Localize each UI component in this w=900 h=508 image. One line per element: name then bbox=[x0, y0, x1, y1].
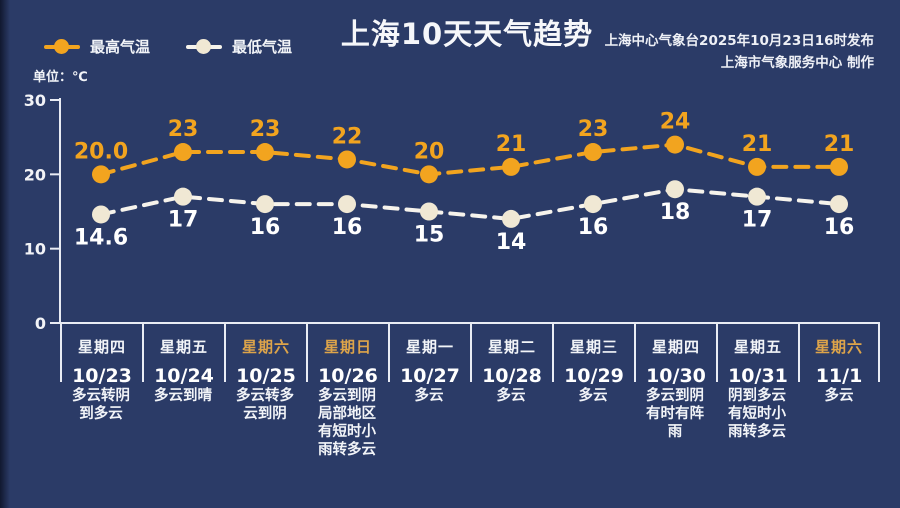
weekday-label: 星期一 bbox=[405, 338, 454, 356]
weekday-label: 星期二 bbox=[487, 338, 536, 356]
day-column-weather: 多云转阴到多云 bbox=[60, 387, 142, 459]
weekday-label: 星期日 bbox=[323, 338, 372, 356]
day-column-weather: 多云到阴局部地区有短时小雨转多云 bbox=[306, 387, 388, 459]
legend-item-low-temp: 最低气温 bbox=[186, 36, 292, 57]
svg-text:14.6: 14.6 bbox=[74, 225, 128, 250]
date-label: 10/28 bbox=[482, 365, 542, 387]
day-column-weather: 多云 bbox=[552, 387, 634, 459]
svg-text:15: 15 bbox=[414, 223, 445, 248]
svg-text:17: 17 bbox=[742, 208, 773, 233]
day-column-weather: 多云到晴 bbox=[142, 387, 224, 459]
svg-text:22: 22 bbox=[332, 124, 363, 149]
day-column-header: 星期三 10/29 bbox=[552, 324, 634, 387]
weekday-label: 星期四 bbox=[77, 338, 126, 356]
day-column-header: 星期四 10/30 bbox=[634, 324, 716, 387]
low-temp-dot-icon bbox=[196, 39, 212, 54]
day-column-header: 星期五 10/31 bbox=[716, 324, 798, 387]
svg-text:23: 23 bbox=[578, 117, 609, 142]
day-column-weather: 多云到阴有时有阵雨 bbox=[634, 387, 716, 459]
svg-text:16: 16 bbox=[824, 215, 855, 240]
day-column-weather: 多云 bbox=[798, 387, 880, 459]
svg-text:20: 20 bbox=[24, 165, 46, 184]
date-label: 10/24 bbox=[154, 365, 214, 387]
weather-text: 多云到阴有时有阵雨 bbox=[646, 388, 704, 440]
weekday-label: 星期四 bbox=[651, 338, 700, 356]
unit-label: 单位：℃ bbox=[33, 70, 88, 85]
high-temp-line-marker-icon bbox=[44, 39, 80, 54]
svg-text:24: 24 bbox=[660, 110, 691, 135]
svg-text:23: 23 bbox=[168, 117, 199, 142]
svg-text:14: 14 bbox=[496, 230, 527, 255]
weekday-label: 星期三 bbox=[569, 338, 618, 356]
low-temp-line-marker-icon bbox=[186, 39, 223, 54]
date-label: 10/31 bbox=[728, 365, 788, 387]
svg-text:21: 21 bbox=[742, 132, 773, 157]
date-label: 10/26 bbox=[318, 365, 378, 387]
weather-text: 多云 bbox=[824, 388, 854, 404]
date-label: 10/29 bbox=[564, 365, 624, 387]
date-label: 10/23 bbox=[72, 365, 132, 387]
weather-text: 多云 bbox=[578, 388, 608, 404]
day-column-header: 星期六 11/1 bbox=[798, 324, 880, 387]
weather-text: 多云转阴到多云 bbox=[72, 388, 130, 422]
svg-text:21: 21 bbox=[496, 132, 527, 157]
svg-text:0: 0 bbox=[35, 314, 46, 333]
day-column-weather: 多云 bbox=[470, 387, 552, 459]
temperature-trend-line-chart: 0 10 20 30 20.0 23 23 22 20 21 23 24 21 21 14.6 17 16 16 1… bbox=[24, 91, 880, 333]
svg-text:17: 17 bbox=[168, 208, 199, 233]
weather-text: 多云 bbox=[414, 388, 444, 404]
publisher-line2: 上海市气象服务中心 制作 bbox=[720, 55, 874, 71]
weather-text: 多云 bbox=[496, 388, 526, 404]
publisher-line1: 上海中心气象台2025年10月23日16时发布 bbox=[604, 33, 874, 49]
day-column-header: 星期五 10/24 bbox=[142, 324, 224, 387]
day-column-weather: 多云转多云到阴 bbox=[224, 387, 306, 459]
svg-text:20.0: 20.0 bbox=[74, 139, 128, 164]
day-column-header: 星期日 10/26 bbox=[306, 324, 388, 387]
svg-text:20: 20 bbox=[414, 139, 445, 164]
weekday-label: 星期五 bbox=[159, 338, 208, 356]
weather-text: 多云到阴局部地区有短时小雨转多云 bbox=[318, 388, 376, 458]
day-column-weather: 阴到多云有短时小雨转多云 bbox=[716, 387, 798, 459]
legend-low-label: 最低气温 bbox=[232, 38, 293, 56]
weekday-label: 星期六 bbox=[814, 338, 863, 356]
publisher-info: 上海中心气象台2025年10月23日16时发布 上海市气象服务中心 制作 bbox=[605, 30, 874, 74]
legend-high-label: 最高气温 bbox=[90, 38, 151, 56]
date-label: 10/25 bbox=[236, 365, 296, 387]
left-edge-shadow bbox=[0, 0, 10, 508]
svg-text:16: 16 bbox=[332, 215, 363, 240]
svg-text:21: 21 bbox=[824, 132, 855, 157]
weekday-label: 星期六 bbox=[241, 338, 290, 356]
svg-text:10: 10 bbox=[24, 240, 46, 259]
svg-text:16: 16 bbox=[250, 215, 281, 240]
day-header-row: 星期四 10/23 星期五 10/24 星期六 10/25 星期日 10/26 … bbox=[60, 324, 880, 387]
date-label: 11/1 bbox=[815, 365, 863, 387]
svg-text:18: 18 bbox=[660, 200, 691, 225]
chart-legend: 最高气温 最低气温 bbox=[44, 36, 292, 57]
day-column-weather: 多云 bbox=[388, 387, 470, 459]
day-column-header: 星期六 10/25 bbox=[224, 324, 306, 387]
svg-text:30: 30 bbox=[24, 91, 46, 110]
weekday-label: 星期五 bbox=[733, 338, 782, 356]
date-label: 10/30 bbox=[646, 365, 706, 387]
svg-text:23: 23 bbox=[250, 117, 281, 142]
legend-item-high-temp: 最高气温 bbox=[44, 36, 150, 57]
date-label: 10/27 bbox=[400, 365, 460, 387]
high-temp-dot-icon bbox=[54, 39, 69, 54]
day-column-header: 星期四 10/23 bbox=[60, 324, 142, 387]
day-column-header: 星期二 10/28 bbox=[470, 324, 552, 387]
weather-text: 多云到晴 bbox=[154, 388, 212, 404]
weather-text: 阴到多云有短时小雨转多云 bbox=[728, 388, 786, 440]
svg-text:16: 16 bbox=[578, 215, 609, 240]
weather-text: 多云转多云到阴 bbox=[236, 388, 294, 422]
page-title: 上海10天天气趋势 bbox=[340, 17, 594, 51]
day-column-header: 星期一 10/27 bbox=[388, 324, 470, 387]
day-weather-row: 多云转阴到多云 多云到晴 多云转多云到阴 多云到阴局部地区有短时小雨转多云 多云… bbox=[60, 387, 880, 459]
